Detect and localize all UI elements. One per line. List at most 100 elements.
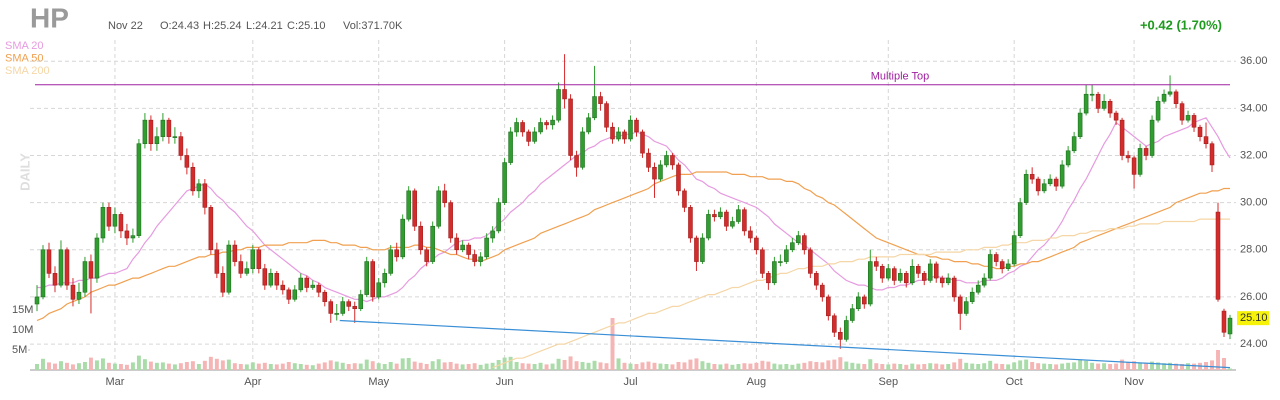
candle-body bbox=[622, 131, 627, 140]
volume-bar bbox=[904, 364, 909, 370]
volume-bar bbox=[802, 362, 807, 370]
candle-body bbox=[652, 166, 657, 180]
y-tick-label: 32.00 bbox=[1240, 149, 1268, 161]
volume-bar bbox=[1054, 364, 1059, 370]
volume-bar bbox=[622, 362, 627, 370]
y2-tick-label: 15M bbox=[12, 304, 33, 316]
candle-body bbox=[202, 183, 208, 208]
volume-bar bbox=[1228, 368, 1232, 370]
volume-bar bbox=[490, 362, 495, 370]
volume-bar bbox=[382, 364, 387, 370]
volume-bar bbox=[850, 362, 855, 370]
candle-body bbox=[826, 296, 831, 317]
candle-body bbox=[616, 131, 621, 140]
candle-body bbox=[238, 261, 244, 274]
volume-bar bbox=[190, 361, 195, 370]
volume-bar bbox=[568, 356, 573, 370]
candle-body bbox=[724, 211, 729, 227]
volume-bar bbox=[59, 361, 63, 370]
candle-body bbox=[394, 249, 399, 258]
legend-entry: SMA 200 bbox=[5, 65, 50, 77]
candle-body bbox=[688, 207, 693, 239]
volume-bar bbox=[784, 364, 789, 370]
volume-bar bbox=[700, 361, 705, 370]
candle-body bbox=[886, 268, 891, 279]
volume-bar bbox=[1114, 363, 1119, 370]
volume-bar bbox=[748, 363, 753, 370]
volume-bar bbox=[1072, 362, 1077, 370]
candle-body bbox=[1053, 178, 1059, 187]
x-tick-label: Nov bbox=[1124, 376, 1144, 388]
candle-body bbox=[592, 96, 597, 119]
volume-bar bbox=[652, 362, 657, 370]
volume-bar bbox=[106, 362, 111, 370]
volume-bar bbox=[694, 358, 699, 370]
candle-body bbox=[52, 273, 58, 286]
candle-body bbox=[862, 296, 867, 305]
candle-body bbox=[868, 261, 873, 305]
volume-bar bbox=[298, 364, 303, 370]
candle-body bbox=[1221, 310, 1227, 333]
candle-body bbox=[1161, 93, 1167, 102]
volume-bar bbox=[94, 360, 99, 370]
candle-body bbox=[526, 131, 531, 142]
volume-bar bbox=[250, 362, 255, 370]
candle-body bbox=[520, 122, 525, 133]
candle-body bbox=[1191, 115, 1197, 128]
candle-body bbox=[766, 273, 771, 284]
candle-body bbox=[268, 273, 274, 286]
volume-bar bbox=[184, 362, 189, 370]
volume-bar bbox=[778, 364, 783, 370]
volume-bar bbox=[370, 361, 375, 370]
candle-body bbox=[442, 190, 447, 203]
candle-body bbox=[670, 155, 675, 166]
y2-tick-label: 5M bbox=[12, 344, 27, 356]
candle-body bbox=[334, 313, 340, 315]
volume-bar bbox=[262, 362, 267, 370]
volume-bar bbox=[388, 362, 393, 370]
candle-body bbox=[94, 237, 100, 279]
volume-bar bbox=[292, 363, 297, 370]
open-text: O:24.43 bbox=[160, 20, 199, 32]
y-tick-label: 26.00 bbox=[1240, 291, 1268, 303]
volume-bar bbox=[844, 361, 849, 370]
volume-bar bbox=[244, 364, 249, 370]
volume-bar bbox=[706, 362, 711, 370]
sma-line bbox=[492, 218, 1230, 369]
volume-bar bbox=[946, 364, 951, 370]
volume-bar bbox=[304, 364, 309, 370]
volume-bar bbox=[754, 362, 759, 370]
candle-body bbox=[298, 277, 304, 291]
volume-bar bbox=[478, 364, 483, 370]
volume-bar bbox=[172, 364, 177, 370]
candle-body bbox=[706, 214, 711, 239]
volume-bar bbox=[1018, 360, 1023, 370]
candle-body bbox=[1137, 148, 1143, 175]
volume-bar bbox=[454, 363, 459, 370]
candle-body bbox=[412, 190, 417, 227]
volume-bar bbox=[430, 361, 435, 370]
x-tick-label: Apr bbox=[244, 376, 261, 388]
volume-bar bbox=[586, 362, 591, 370]
volume-bar bbox=[196, 364, 201, 370]
candle-body bbox=[562, 89, 567, 100]
volume-bar bbox=[520, 363, 525, 370]
candle-body bbox=[1167, 91, 1173, 95]
candle-body bbox=[939, 277, 945, 284]
volume-bar bbox=[130, 362, 135, 370]
volume-bar bbox=[892, 363, 897, 370]
candle-body bbox=[64, 249, 70, 286]
x-tick-label: May bbox=[368, 376, 389, 388]
volume-bar bbox=[406, 358, 411, 370]
candle-body bbox=[892, 268, 897, 281]
candle-body bbox=[814, 273, 819, 286]
candle-body bbox=[838, 331, 843, 340]
volume-bar bbox=[154, 362, 159, 370]
volume-bar bbox=[550, 363, 555, 370]
volume-bar bbox=[910, 363, 915, 370]
volume-bar bbox=[580, 362, 585, 370]
date: Nov 22 bbox=[108, 20, 143, 32]
volume-bar bbox=[736, 364, 741, 370]
candle-body bbox=[40, 249, 46, 298]
